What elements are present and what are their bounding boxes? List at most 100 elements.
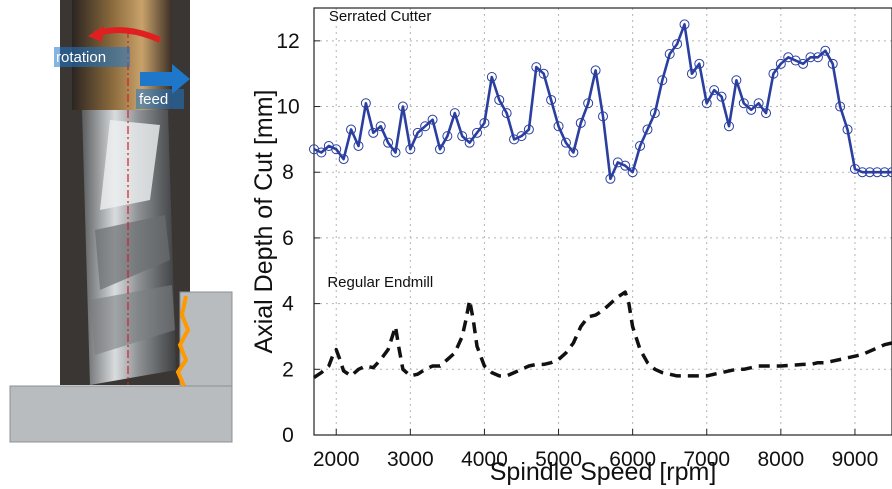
series-point <box>798 58 809 69</box>
series-point <box>731 75 742 86</box>
series-point <box>805 52 816 63</box>
x-tick-label: 4000 <box>461 448 508 471</box>
series-point <box>546 94 557 105</box>
workpiece-step <box>179 291 233 387</box>
x-tick-label: 5000 <box>535 448 582 471</box>
series-point <box>716 91 727 102</box>
y-axis-ticks: 0 2 4 6 8 10 12 <box>276 30 320 447</box>
y-tick-label: 10 <box>276 96 299 119</box>
series-point <box>553 121 564 132</box>
series-point <box>768 68 779 79</box>
annotations: Serrated Cutter Regular Endmill <box>327 8 433 291</box>
series-point <box>442 131 453 142</box>
x-tick-label: 7000 <box>683 448 730 471</box>
y-axis-label: Axial Depth of Cut [mm] <box>250 90 278 354</box>
series-point <box>672 39 683 50</box>
series-point <box>694 58 705 69</box>
series-point <box>538 68 549 79</box>
series-point <box>738 98 749 109</box>
series-point <box>412 127 423 138</box>
y-tick-label: 6 <box>282 227 294 250</box>
series-point <box>494 94 505 105</box>
series-point <box>842 124 853 135</box>
series-point <box>486 71 497 82</box>
series-line-1 <box>313 290 892 379</box>
series-point <box>879 167 890 178</box>
y-tick-label: 8 <box>282 161 294 184</box>
workpiece-base <box>9 385 233 443</box>
series-point <box>642 124 653 135</box>
series-point <box>723 121 734 132</box>
series-point <box>353 140 364 151</box>
feed-label: feed <box>139 91 168 108</box>
series-point <box>709 85 720 96</box>
series-point <box>753 98 764 109</box>
series-point <box>464 137 475 148</box>
series-point <box>620 160 631 171</box>
series-point <box>457 131 468 142</box>
x-tick-label: 8000 <box>757 448 804 471</box>
series-point <box>627 167 638 178</box>
y-tick-label: 2 <box>282 358 294 381</box>
series-point <box>375 121 386 132</box>
series-point <box>864 167 875 178</box>
series-point <box>746 104 757 115</box>
series-point <box>649 108 660 119</box>
series-point <box>472 127 483 138</box>
series-point <box>657 75 668 86</box>
endmill-photo: rotation feed <box>9 0 233 443</box>
series-point <box>820 45 831 56</box>
series-point <box>368 127 379 138</box>
feed-label-bg <box>136 89 184 109</box>
chart-grid <box>314 8 892 435</box>
x-axis-ticks: 2000 3000 4000 5000 6000 7000 8000 9000 <box>313 429 878 471</box>
y-tick-label: 12 <box>276 30 299 53</box>
series-point <box>575 117 586 128</box>
depth-chart: 2000 3000 4000 5000 6000 7000 8000 9000 0 2 4 6 8 10… <box>250 7 892 486</box>
series-point <box>835 101 846 112</box>
series-point <box>701 98 712 109</box>
series-point <box>338 154 349 165</box>
series-layer <box>309 19 892 379</box>
series-point <box>434 144 445 155</box>
x-tick-label: 6000 <box>609 448 656 471</box>
rotation-label-bg <box>54 47 130 67</box>
series-point <box>664 48 675 59</box>
series-point <box>390 147 401 158</box>
series-point <box>427 114 438 125</box>
series-point <box>516 131 527 142</box>
series-point <box>605 173 616 184</box>
series-point <box>761 108 772 119</box>
series-point <box>812 52 823 63</box>
series-point <box>598 111 608 122</box>
series-point <box>316 147 327 158</box>
series-point <box>887 167 892 178</box>
series-point <box>872 167 883 178</box>
series-point <box>679 19 690 30</box>
x-tick-label: 3000 <box>387 448 434 471</box>
series-point <box>479 117 490 128</box>
series-point <box>568 147 579 158</box>
flute-highlight <box>100 120 160 210</box>
series-point <box>635 140 646 151</box>
series-point <box>346 124 357 135</box>
series-point <box>686 68 697 79</box>
x-tick-label: 2000 <box>313 448 360 471</box>
plot-area <box>313 7 892 436</box>
feed-arrow-icon <box>140 64 190 94</box>
rotation-arrowhead-icon <box>88 26 104 42</box>
series-point <box>531 62 542 73</box>
series-point <box>523 124 534 135</box>
series-point <box>405 144 416 155</box>
flute-shadow <box>95 215 170 290</box>
series-point <box>420 121 431 132</box>
series-point <box>397 101 408 112</box>
series-point <box>383 137 394 148</box>
series-point <box>501 108 512 119</box>
chip-edge <box>175 295 191 387</box>
series-point <box>449 108 460 119</box>
series-point <box>360 98 371 109</box>
y-tick-label: 0 <box>282 424 294 447</box>
series-point <box>331 144 342 155</box>
series-line-0 <box>313 23 892 181</box>
